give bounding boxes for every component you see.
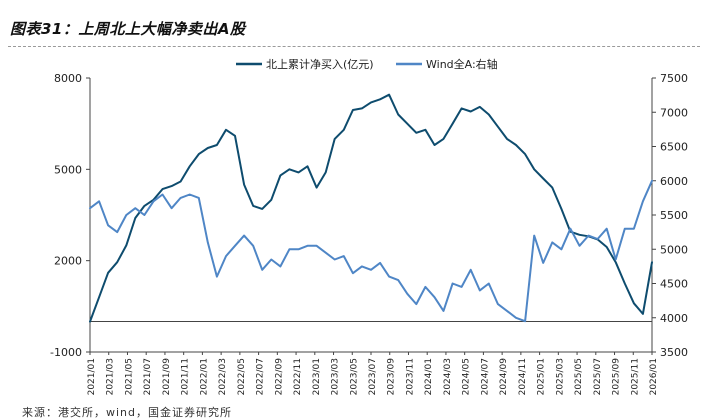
left-tick-label: 2000	[54, 255, 82, 268]
x-tick-label: 2023/03	[331, 358, 341, 395]
series-layer	[89, 93, 653, 323]
x-tick-label: 2022/05	[237, 358, 247, 395]
x-tick-label: 2022/09	[274, 358, 284, 396]
x-tick-label: 2022/11	[293, 358, 303, 395]
x-tick-label: 2021/09	[162, 358, 172, 396]
x-tick-label: 2024/11	[518, 358, 528, 395]
right-tick-label: 5000	[660, 243, 688, 256]
x-tick-label: 2022/03	[218, 358, 228, 395]
x-tick-label: 2026/01	[649, 358, 659, 395]
x-tick-label: 2021/05	[124, 358, 134, 395]
x-tick-label: 2025/01	[537, 358, 547, 395]
x-tick-label: 2025/03	[555, 358, 565, 395]
right-tick-label: 6500	[660, 141, 688, 154]
x-tick-label: 2021/03	[106, 358, 116, 395]
left-tick-label: -1000	[50, 346, 82, 359]
legend: 北上累计净买入(亿元) Wind全A:右轴	[236, 57, 498, 71]
series-wind-a-line	[89, 179, 653, 323]
left-tick-label: 5000	[54, 163, 82, 176]
x-tick-label: 2023/01	[312, 358, 322, 395]
x-tick-label: 2023/05	[349, 358, 359, 395]
title-divider	[8, 46, 700, 47]
x-tick-label: 2023/07	[368, 358, 378, 395]
right-tick-label: 7500	[660, 72, 688, 85]
x-tick-label: 2024/01	[424, 358, 434, 395]
legend-item-northbound-label: 北上累计净买入(亿元)	[266, 57, 374, 71]
x-tick-label: 2022/07	[256, 358, 266, 395]
x-tick-label: 2025/09	[612, 358, 622, 396]
x-tick-label: 2022/01	[199, 358, 209, 395]
x-tick-label: 2021/07	[143, 358, 153, 395]
axes: -1000 2000 5000 8000 3500 4000 4500 5000 5500 600…	[50, 72, 688, 395]
x-tick-label: 2024/05	[462, 358, 472, 395]
right-tick-label: 4000	[660, 312, 688, 325]
right-tick-label: 5500	[660, 209, 688, 222]
x-tick-label: 2025/07	[593, 358, 603, 395]
x-tick-label: 2025/11	[630, 358, 640, 395]
x-tick-label: 2024/09	[499, 358, 509, 396]
chart-title: 图表31：上周北上大幅净卖出A股	[10, 20, 246, 38]
right-tick-label: 7000	[660, 106, 688, 119]
x-tick-label: 2025/05	[574, 358, 584, 395]
x-tick-label: 2021/11	[181, 358, 191, 395]
left-tick-label: 8000	[54, 72, 82, 85]
x-tick-label: 2023/11	[405, 358, 415, 395]
right-tick-label: 4500	[660, 278, 688, 291]
x-tick-label: 2024/03	[443, 358, 453, 395]
right-tick-label: 3500	[660, 346, 688, 359]
series-northbound-line	[89, 93, 653, 323]
x-tick-label: 2024/07	[480, 358, 490, 395]
right-tick-label: 6000	[660, 175, 688, 188]
source-note: 来源：港交所，wind，国金证券研究所	[22, 406, 233, 419]
x-tick-label: 2021/01	[87, 358, 97, 395]
legend-item-wind-a-label: Wind全A:右轴	[426, 57, 498, 71]
x-tick-label: 2023/09	[387, 358, 397, 396]
